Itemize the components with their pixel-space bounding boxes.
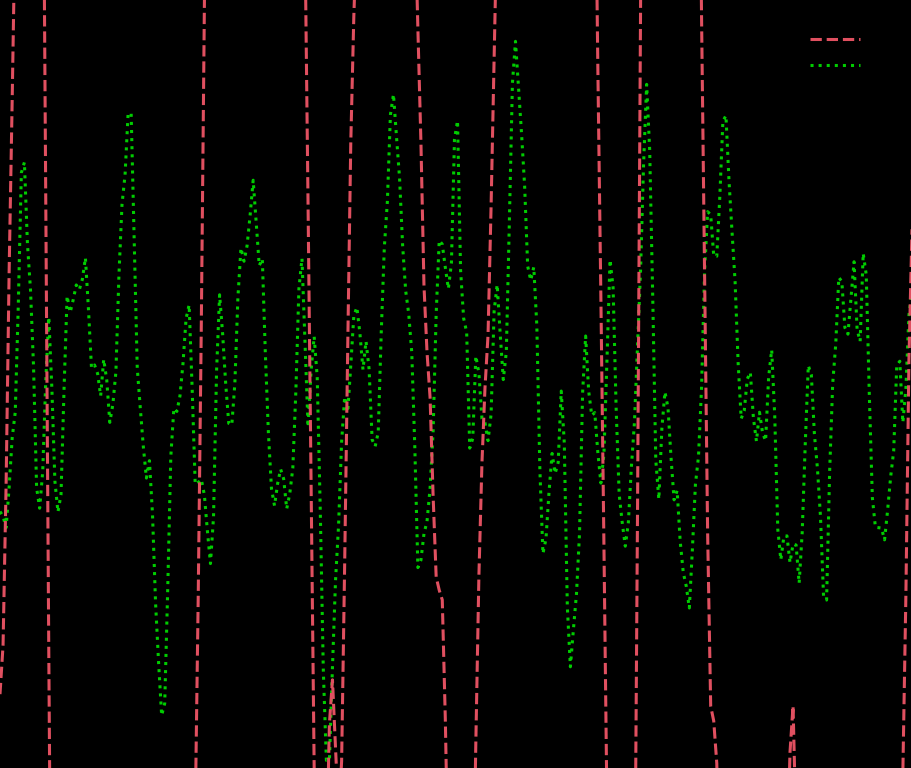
  bbox=[0, 641, 8, 650]
  bbox=[323, 756, 334, 765]
  bbox=[543, 488, 554, 497]
  bbox=[768, 412, 779, 421]
  bbox=[826, 379, 837, 389]
Line:   bbox=[0, 41, 911, 760]
  bbox=[509, 37, 520, 46]
  bbox=[0, 507, 5, 516]
  bbox=[0, 511, 8, 521]
  bbox=[540, 535, 551, 544]
  bbox=[558, 438, 569, 447]
  bbox=[906, 225, 911, 234]
  bbox=[906, 287, 911, 296]
  bbox=[0, 690, 5, 699]
Legend:  ,  : , bbox=[803, 24, 885, 81]
